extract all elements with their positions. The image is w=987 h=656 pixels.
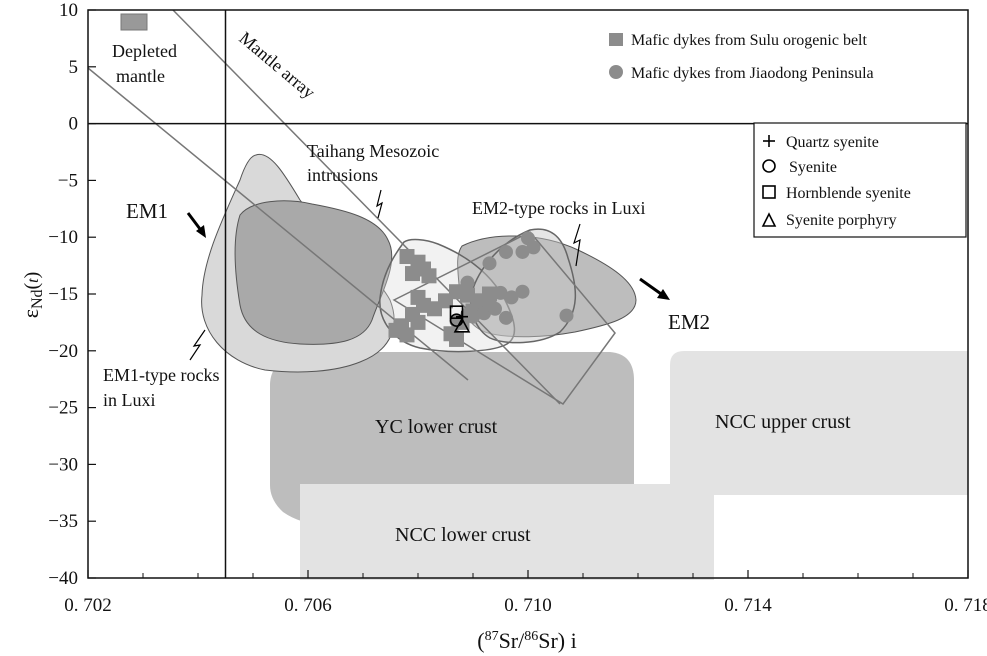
em2-arrow — [639, 277, 665, 298]
y-tick-label: −30 — [48, 454, 78, 475]
label-mantle-array: Mantle array — [235, 28, 319, 103]
legend-marker-syenite-porphyry — [761, 212, 777, 227]
em2-luxi-pointer — [573, 223, 581, 267]
arrows — [186, 189, 670, 361]
y-tick-label: −5 — [58, 170, 78, 191]
label-depleted-mantle-line1: Depleted — [112, 41, 177, 61]
y-tick-label: 5 — [69, 57, 79, 78]
x-tick-label: 0. 718 — [944, 595, 987, 616]
x-tick-label: 0. 702 — [64, 595, 112, 616]
point-syenite-porphyry — [453, 317, 471, 333]
legend-syenite-frame — [753, 122, 967, 238]
point-mafic-dykes-from-jiaodong-peninsula — [471, 294, 486, 309]
x-tick-label: 0. 710 — [504, 595, 552, 616]
label-taihang-line2: intrusions — [307, 165, 378, 185]
label-yc-lower-crust: YC lower crust — [375, 416, 498, 438]
legend-marker-jiaodong — [609, 65, 623, 79]
legend-label-syenite-porphyry: Syenite porphyry — [786, 212, 897, 229]
label-ncc-upper-crust: NCC upper crust — [715, 411, 851, 433]
y-tick-label: −20 — [48, 341, 78, 362]
point-mafic-dykes-from-sulu-orogenic-belt — [399, 327, 415, 343]
point-mafic-dykes-from-jiaodong-peninsula — [515, 244, 530, 259]
y-tick-label: −40 — [48, 568, 78, 589]
em1-luxi-pointer — [189, 329, 206, 361]
legend-label-quartz-syenite: Quartz syenite — [786, 134, 879, 151]
em1-arrowhead — [196, 225, 206, 238]
label-em1: EM1 — [126, 199, 168, 223]
legend-mafic: Mafic dykes from Sulu orogenic belt Mafi… — [609, 32, 874, 82]
legend-marker-hornblende-syenite — [762, 185, 776, 199]
label-em2: EM2 — [668, 310, 710, 334]
x-ticks: 0. 702 0. 706 0. 710 0. 714 0. 718 — [64, 570, 987, 616]
taihang-pointer — [376, 189, 383, 219]
point-mafic-dykes-from-sulu-orogenic-belt — [421, 268, 437, 284]
point-mafic-dykes-from-jiaodong-peninsula — [499, 310, 513, 325]
legend-label-jiaodong: Mafic dykes from Jiaodong Peninsula — [631, 65, 874, 82]
data-points — [388, 231, 574, 347]
y-tick-label: 10 — [59, 0, 78, 21]
y-tick-label: −10 — [48, 227, 78, 248]
y-axis-title: εNd(t) — [18, 272, 46, 319]
depleted-mantle-box — [120, 13, 148, 31]
legend-label-sulu: Mafic dykes from Sulu orogenic belt — [631, 32, 868, 49]
legend-marker-sulu — [609, 33, 623, 46]
point-mafic-dykes-from-jiaodong-peninsula — [482, 297, 497, 312]
label-em2-luxi: EM2-type rocks in Luxi — [472, 198, 645, 218]
field-taihang-mesozoic — [234, 200, 393, 345]
point-mafic-dykes-from-jiaodong-peninsula — [559, 308, 574, 323]
label-em1-luxi-line1: EM1-type rocks — [103, 365, 219, 385]
y-tick-label: −25 — [48, 398, 78, 419]
label-depleted-mantle-line2: mantle — [116, 66, 165, 86]
mantle-array-line-upper — [172, 9, 561, 405]
x-axis-title: (87Sr/86Sr) i — [477, 628, 577, 653]
point-mafic-dykes-from-jiaodong-peninsula — [504, 290, 519, 305]
em2-arrowhead — [657, 289, 670, 300]
legend-marker-syenite — [762, 159, 776, 173]
label-em1-luxi-line2: in Luxi — [103, 390, 156, 410]
legend-marker-quartz-syenite — [763, 135, 775, 147]
y-tick-label: −15 — [48, 284, 78, 305]
legend-syenite: Quartz syenite Syenite Hornblende syenit… — [753, 122, 967, 238]
point-mafic-dykes-from-jiaodong-peninsula — [482, 256, 497, 271]
point-mafic-dykes-from-sulu-orogenic-belt — [449, 331, 464, 347]
label-ncc-lower-crust: NCC lower crust — [395, 524, 531, 546]
label-taihang-line1: Taihang Mesozoic — [307, 141, 439, 161]
point-mafic-dykes-from-sulu-orogenic-belt — [410, 314, 426, 330]
y-tick-label: −35 — [48, 511, 78, 532]
field-jiaodong-range — [392, 231, 616, 406]
point-mafic-dykes-from-jiaodong-peninsula — [493, 285, 508, 300]
point-mafic-dykes-from-jiaodong-peninsula — [499, 244, 513, 259]
x-tick-label: 0. 714 — [724, 595, 772, 616]
y-ticks: 10 5 0 −5 −10 −15 −20 −25 −30 −35 −40 — [48, 0, 96, 589]
field-yc-lower-crust — [270, 352, 634, 527]
field-ncc-upper-crust — [670, 351, 968, 495]
point-mafic-dykes-from-jiaodong-peninsula — [460, 307, 475, 322]
point-mafic-dykes-from-sulu-orogenic-belt — [482, 286, 497, 302]
point-mafic-dykes-from-jiaodong-peninsula — [515, 284, 530, 299]
x-tick-label: 0. 706 — [284, 595, 332, 616]
point-mafic-dykes-from-jiaodong-peninsula — [526, 240, 541, 255]
legend-label-syenite: Syenite — [789, 159, 837, 176]
point-hornblende-syenite — [449, 305, 464, 319]
legend-label-hornblende-syenite: Hornblende syenite — [786, 185, 911, 202]
point-mafic-dykes-from-jiaodong-peninsula — [460, 275, 475, 290]
y-tick-label: 0 — [69, 114, 79, 135]
field-ncc-lower-crust — [300, 484, 714, 580]
